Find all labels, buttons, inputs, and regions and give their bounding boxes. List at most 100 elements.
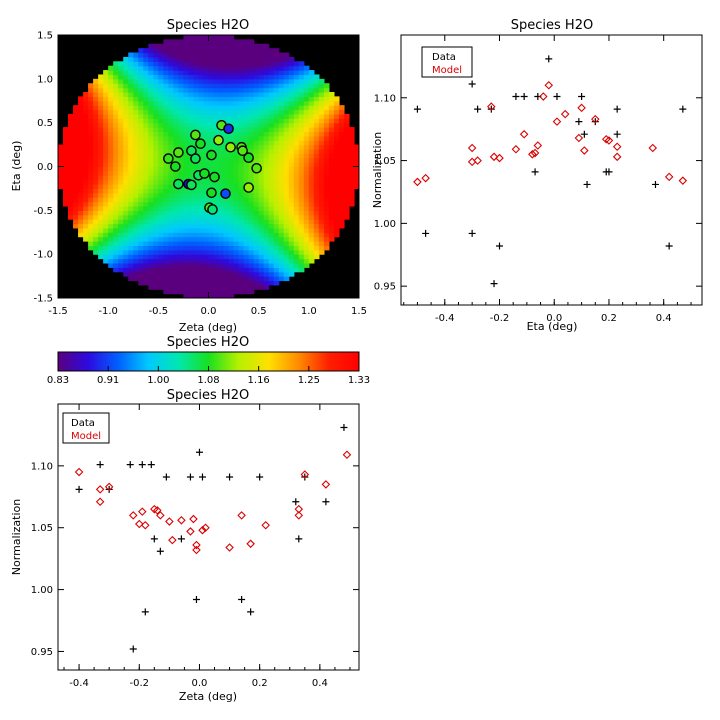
map-cell (263, 144, 270, 150)
map-cell (138, 184, 144, 190)
map-cell (328, 113, 335, 119)
map-cell (213, 271, 220, 277)
map-point (237, 145, 248, 157)
map-cell (188, 166, 195, 172)
map-cell (338, 210, 345, 216)
map-cell (128, 70, 134, 76)
map-cell (178, 223, 185, 229)
map-cell (243, 289, 250, 295)
map-cell (183, 232, 190, 238)
map-cell (308, 232, 315, 238)
map-cell (163, 267, 169, 273)
map-cell (108, 166, 114, 172)
map-cell (118, 65, 124, 71)
map-cell (158, 153, 164, 159)
map-cell (183, 197, 190, 203)
map-cell (138, 109, 144, 115)
map-cell (198, 70, 205, 76)
map-cell (248, 70, 255, 76)
map-cell (148, 241, 154, 246)
map-cell (113, 197, 119, 203)
map-cell (343, 135, 350, 141)
map-cell (188, 100, 195, 106)
map-cell (88, 210, 94, 216)
zeta-data-point (295, 535, 303, 543)
map-cell (293, 91, 300, 97)
map-cell (233, 175, 240, 181)
map-cell (338, 214, 345, 220)
map-cell (143, 78, 149, 84)
map-cell (293, 148, 300, 154)
map-cell (103, 184, 109, 190)
map-cell (133, 276, 139, 282)
map-cell (298, 267, 305, 273)
map-cell (348, 184, 355, 190)
map-cell (243, 78, 250, 84)
map-cell (303, 109, 310, 115)
map-cell (228, 192, 235, 198)
map-cell (193, 122, 200, 128)
map-cell (298, 144, 305, 150)
map-cell (83, 157, 89, 163)
map-cell (308, 118, 315, 124)
map-cell (133, 245, 139, 251)
map-cell (328, 179, 335, 185)
map-cell (158, 280, 164, 286)
map-cell (88, 118, 94, 124)
map-cell (313, 153, 320, 159)
map-cell (148, 210, 154, 216)
zeta-data-point (247, 608, 255, 616)
map-cell (138, 144, 144, 150)
zeta-x-label: Zeta (deg) (179, 690, 237, 703)
map-cell (153, 109, 159, 115)
map-cell (148, 188, 154, 194)
map-cell (73, 184, 79, 190)
map-cell (88, 96, 94, 102)
map-cell (233, 135, 240, 141)
map-cell (203, 39, 210, 45)
map-cell (113, 258, 119, 264)
map-cell (213, 131, 220, 137)
map-cell (308, 162, 315, 168)
map-cell (203, 52, 210, 58)
map-cell (178, 43, 185, 49)
map-cell (158, 219, 164, 225)
map-cell (223, 87, 230, 93)
map-cell (248, 214, 255, 220)
map-cell (323, 188, 330, 194)
map-cell (128, 197, 134, 203)
map-cell (213, 61, 220, 67)
map-cell (93, 127, 99, 133)
map-cell (228, 214, 235, 220)
map-cell (193, 87, 200, 93)
map-cell (263, 140, 270, 146)
map-cell (203, 219, 210, 225)
map-cell (118, 223, 124, 229)
map-cell (73, 223, 79, 229)
map-cell (343, 166, 350, 172)
map-cell (188, 289, 195, 295)
map-cell (263, 276, 270, 282)
map-cell (323, 109, 330, 115)
map-cell (283, 127, 290, 133)
map-cell (263, 249, 270, 255)
map-cell (318, 188, 325, 194)
map-cell (243, 74, 250, 80)
map-cell (293, 249, 300, 255)
map-cell (283, 153, 290, 159)
map-cell (278, 135, 285, 141)
map-cell (233, 153, 240, 159)
map-cell (213, 70, 220, 76)
map-cell (228, 210, 235, 216)
map-cell (258, 105, 265, 111)
map-cell (303, 166, 310, 172)
zeta-model-point (177, 516, 186, 525)
map-cell (188, 232, 195, 238)
map-cell (218, 223, 225, 229)
map-cell (148, 148, 154, 154)
map-cell (58, 162, 64, 168)
map-cell (113, 179, 119, 185)
map-cell (218, 78, 225, 84)
map-cell (293, 214, 300, 220)
map-cell (248, 170, 255, 176)
